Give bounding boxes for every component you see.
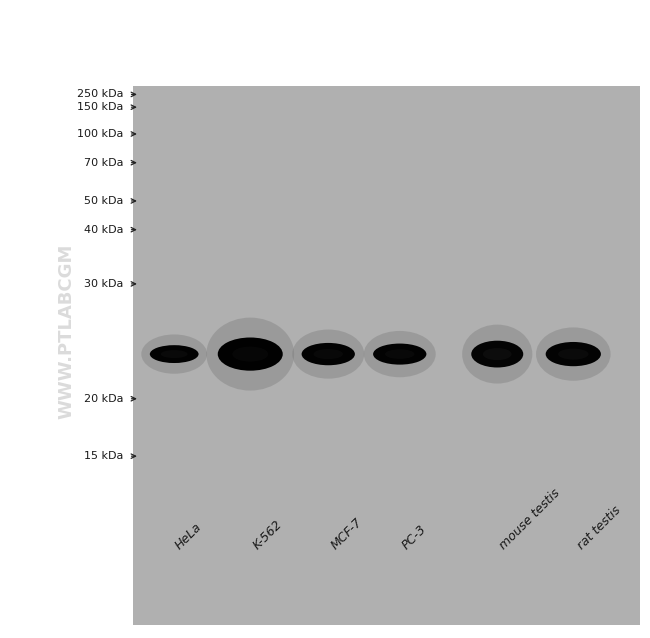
Ellipse shape bbox=[364, 331, 436, 377]
Text: rat testis: rat testis bbox=[575, 503, 624, 552]
Ellipse shape bbox=[302, 343, 355, 366]
Ellipse shape bbox=[207, 318, 294, 390]
Ellipse shape bbox=[313, 349, 343, 359]
Text: 50 kDa: 50 kDa bbox=[84, 196, 124, 206]
Text: 250 kDa: 250 kDa bbox=[77, 89, 124, 100]
Ellipse shape bbox=[545, 342, 601, 366]
Ellipse shape bbox=[462, 325, 532, 383]
Text: mouse testis: mouse testis bbox=[497, 486, 563, 552]
Text: 150 kDa: 150 kDa bbox=[77, 102, 124, 112]
Text: 30 kDa: 30 kDa bbox=[84, 279, 124, 289]
Ellipse shape bbox=[373, 344, 426, 365]
Bar bbox=[133, 86, 640, 625]
Text: 40 kDa: 40 kDa bbox=[84, 225, 124, 235]
Ellipse shape bbox=[536, 327, 610, 381]
Ellipse shape bbox=[292, 330, 364, 379]
Ellipse shape bbox=[218, 338, 283, 371]
Text: 100 kDa: 100 kDa bbox=[77, 129, 124, 139]
Text: K-562: K-562 bbox=[250, 517, 285, 552]
Text: MCF-7: MCF-7 bbox=[328, 516, 365, 552]
Ellipse shape bbox=[141, 334, 207, 374]
Ellipse shape bbox=[558, 348, 588, 360]
Text: WWW.PTLABCGM: WWW.PTLABCGM bbox=[57, 244, 75, 419]
Ellipse shape bbox=[471, 341, 523, 367]
Ellipse shape bbox=[483, 348, 512, 360]
Text: 70 kDa: 70 kDa bbox=[84, 158, 124, 168]
Text: 15 kDa: 15 kDa bbox=[84, 451, 124, 461]
Text: 20 kDa: 20 kDa bbox=[84, 394, 124, 404]
Text: HeLa: HeLa bbox=[172, 520, 204, 552]
Ellipse shape bbox=[161, 350, 188, 358]
Ellipse shape bbox=[233, 346, 268, 362]
Ellipse shape bbox=[150, 345, 199, 363]
Text: PC-3: PC-3 bbox=[400, 523, 429, 552]
Ellipse shape bbox=[385, 350, 415, 359]
